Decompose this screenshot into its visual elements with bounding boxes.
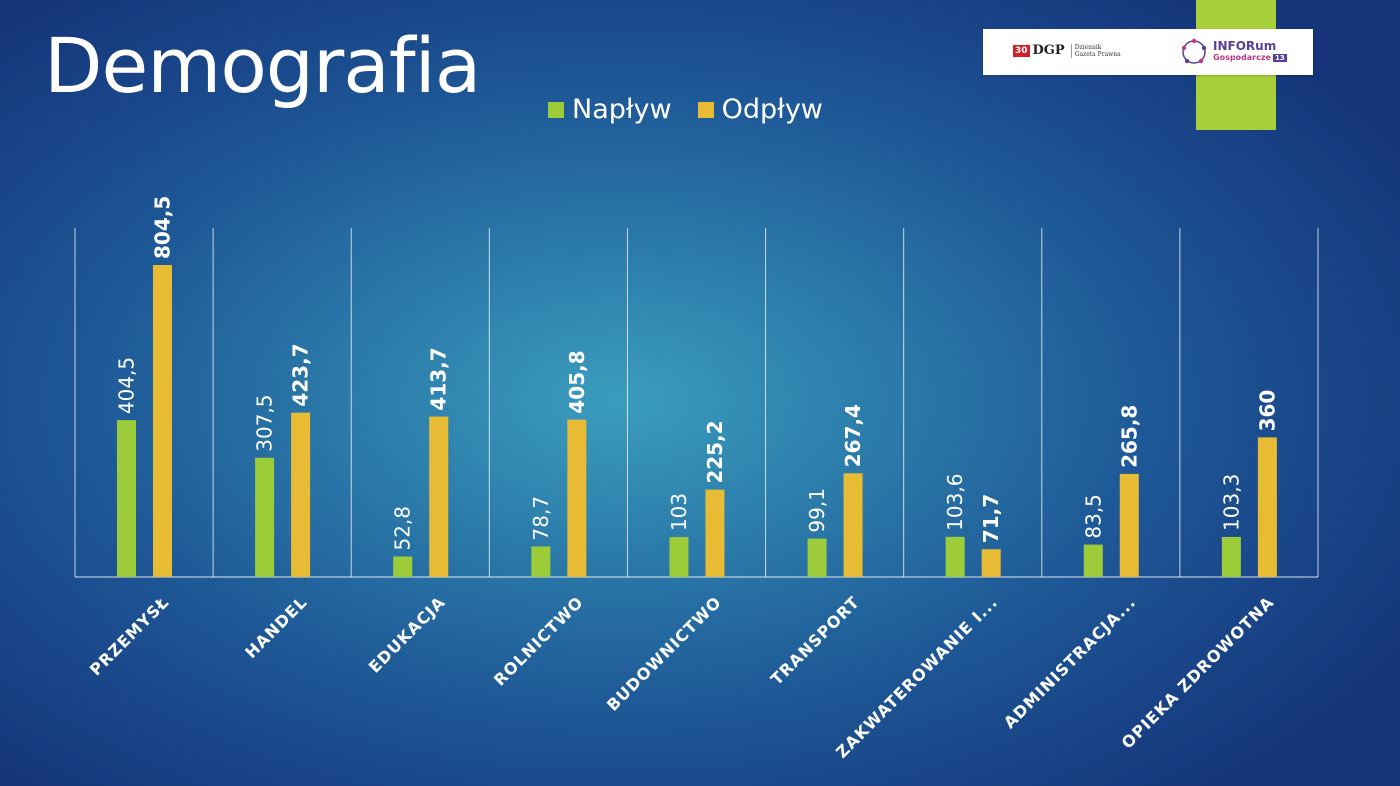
dgp-badge: 30 bbox=[1013, 44, 1030, 57]
category-label-3: ROLNICTWO bbox=[490, 592, 587, 689]
inforum-line2-text: Gospodarcze bbox=[1213, 53, 1271, 62]
slide-title: Demografia bbox=[44, 21, 481, 110]
data-label-naplyw-7: 83,5 bbox=[1081, 494, 1105, 539]
legend-item-naplyw: Napływ bbox=[548, 94, 672, 125]
bar-naplyw-4 bbox=[669, 537, 689, 577]
category-label-2: EDUKACJA bbox=[365, 592, 449, 676]
dgp-subtitle-line1: Dziennik bbox=[1074, 43, 1102, 51]
bar-odplyw-5 bbox=[843, 473, 863, 577]
inforum-number: 13 bbox=[1272, 54, 1287, 62]
data-label-odplyw-4: 225,2 bbox=[703, 420, 727, 483]
legend-swatch-naplyw bbox=[548, 101, 564, 118]
bar-odplyw-1 bbox=[291, 412, 311, 577]
category-label-4: BUDOWNICTWO bbox=[603, 592, 725, 714]
data-label-odplyw-1: 423,7 bbox=[289, 343, 313, 406]
legend-item-odplyw: Odpływ bbox=[697, 94, 823, 125]
bar-naplyw-5 bbox=[807, 538, 827, 577]
bar-odplyw-2 bbox=[429, 416, 449, 577]
data-label-naplyw-8: 103,3 bbox=[1219, 474, 1243, 531]
data-label-naplyw-6: 103,6 bbox=[943, 474, 967, 531]
legend-label-naplyw: Napływ bbox=[572, 94, 672, 125]
chart-legend: Napływ Odpływ bbox=[548, 94, 823, 125]
category-label-0: PRZEMYSŁ bbox=[86, 592, 173, 679]
dgp-subtitle: Dziennik Gazeta Prawna bbox=[1070, 43, 1121, 58]
bar-naplyw-6 bbox=[945, 536, 965, 577]
legend-label-odplyw: Odpływ bbox=[721, 94, 823, 125]
data-label-odplyw-3: 405,8 bbox=[565, 350, 589, 413]
category-label-6: ZAKWATEROWANIE I... bbox=[832, 592, 1001, 761]
category-label-5: TRANSPORT bbox=[767, 592, 863, 688]
data-label-naplyw-1: 307,5 bbox=[253, 394, 277, 451]
legend-swatch-odplyw bbox=[697, 101, 714, 118]
bar-odplyw-0 bbox=[153, 265, 172, 577]
data-label-naplyw-2: 52,8 bbox=[391, 506, 415, 551]
data-label-odplyw-5: 267,4 bbox=[841, 404, 865, 467]
data-label-odplyw-2: 413,7 bbox=[427, 347, 451, 410]
inforum-people-icon bbox=[1181, 38, 1207, 64]
data-label-naplyw-0: 404,5 bbox=[115, 357, 139, 414]
data-label-naplyw-5: 99,1 bbox=[805, 488, 829, 533]
inforum-logo: INFORum Gospodarcze 13 bbox=[1179, 37, 1287, 67]
data-label-odplyw-8: 360 bbox=[1255, 390, 1279, 432]
category-label-1: HANDEL bbox=[241, 592, 311, 662]
bar-odplyw-7 bbox=[1119, 473, 1139, 577]
dgp-letters: DGP bbox=[1032, 43, 1065, 58]
data-label-odplyw-7: 265,8 bbox=[1117, 405, 1141, 468]
bar-odplyw-6 bbox=[981, 549, 1001, 577]
inforum-wordmark: INFORum Gospodarcze 13 bbox=[1213, 40, 1287, 64]
data-label-odplyw-0: 804,5 bbox=[151, 196, 175, 259]
data-label-naplyw-4: 103 bbox=[667, 493, 691, 531]
bar-odplyw-8 bbox=[1257, 437, 1277, 577]
data-label-odplyw-6: 71,7 bbox=[979, 494, 1003, 543]
bar-naplyw-1 bbox=[255, 457, 275, 577]
category-label-8: OPIEKA ZDROWOTNA bbox=[1118, 592, 1278, 752]
bar-naplyw-0 bbox=[117, 420, 136, 577]
data-label-naplyw-3: 78,7 bbox=[529, 496, 553, 541]
bar-odplyw-4 bbox=[705, 489, 725, 577]
bar-naplyw-2 bbox=[393, 556, 413, 577]
dgp-logo: 30 DGP Dziennik Gazeta Prawna bbox=[1013, 43, 1121, 58]
partner-logos: 30 DGP Dziennik Gazeta Prawna INFORum Go… bbox=[983, 29, 1313, 75]
category-label-7: ADMINISTRACJA... bbox=[1000, 592, 1140, 732]
bar-odplyw-3 bbox=[567, 419, 587, 577]
bar-naplyw-3 bbox=[531, 546, 551, 577]
bar-naplyw-7 bbox=[1083, 544, 1103, 577]
dgp-subtitle-line2: Gazeta Prawna bbox=[1074, 50, 1121, 58]
inforum-line1: INFORum bbox=[1213, 39, 1277, 53]
bar-naplyw-8 bbox=[1221, 536, 1241, 577]
inforum-line2: Gospodarcze 13 bbox=[1213, 52, 1287, 64]
